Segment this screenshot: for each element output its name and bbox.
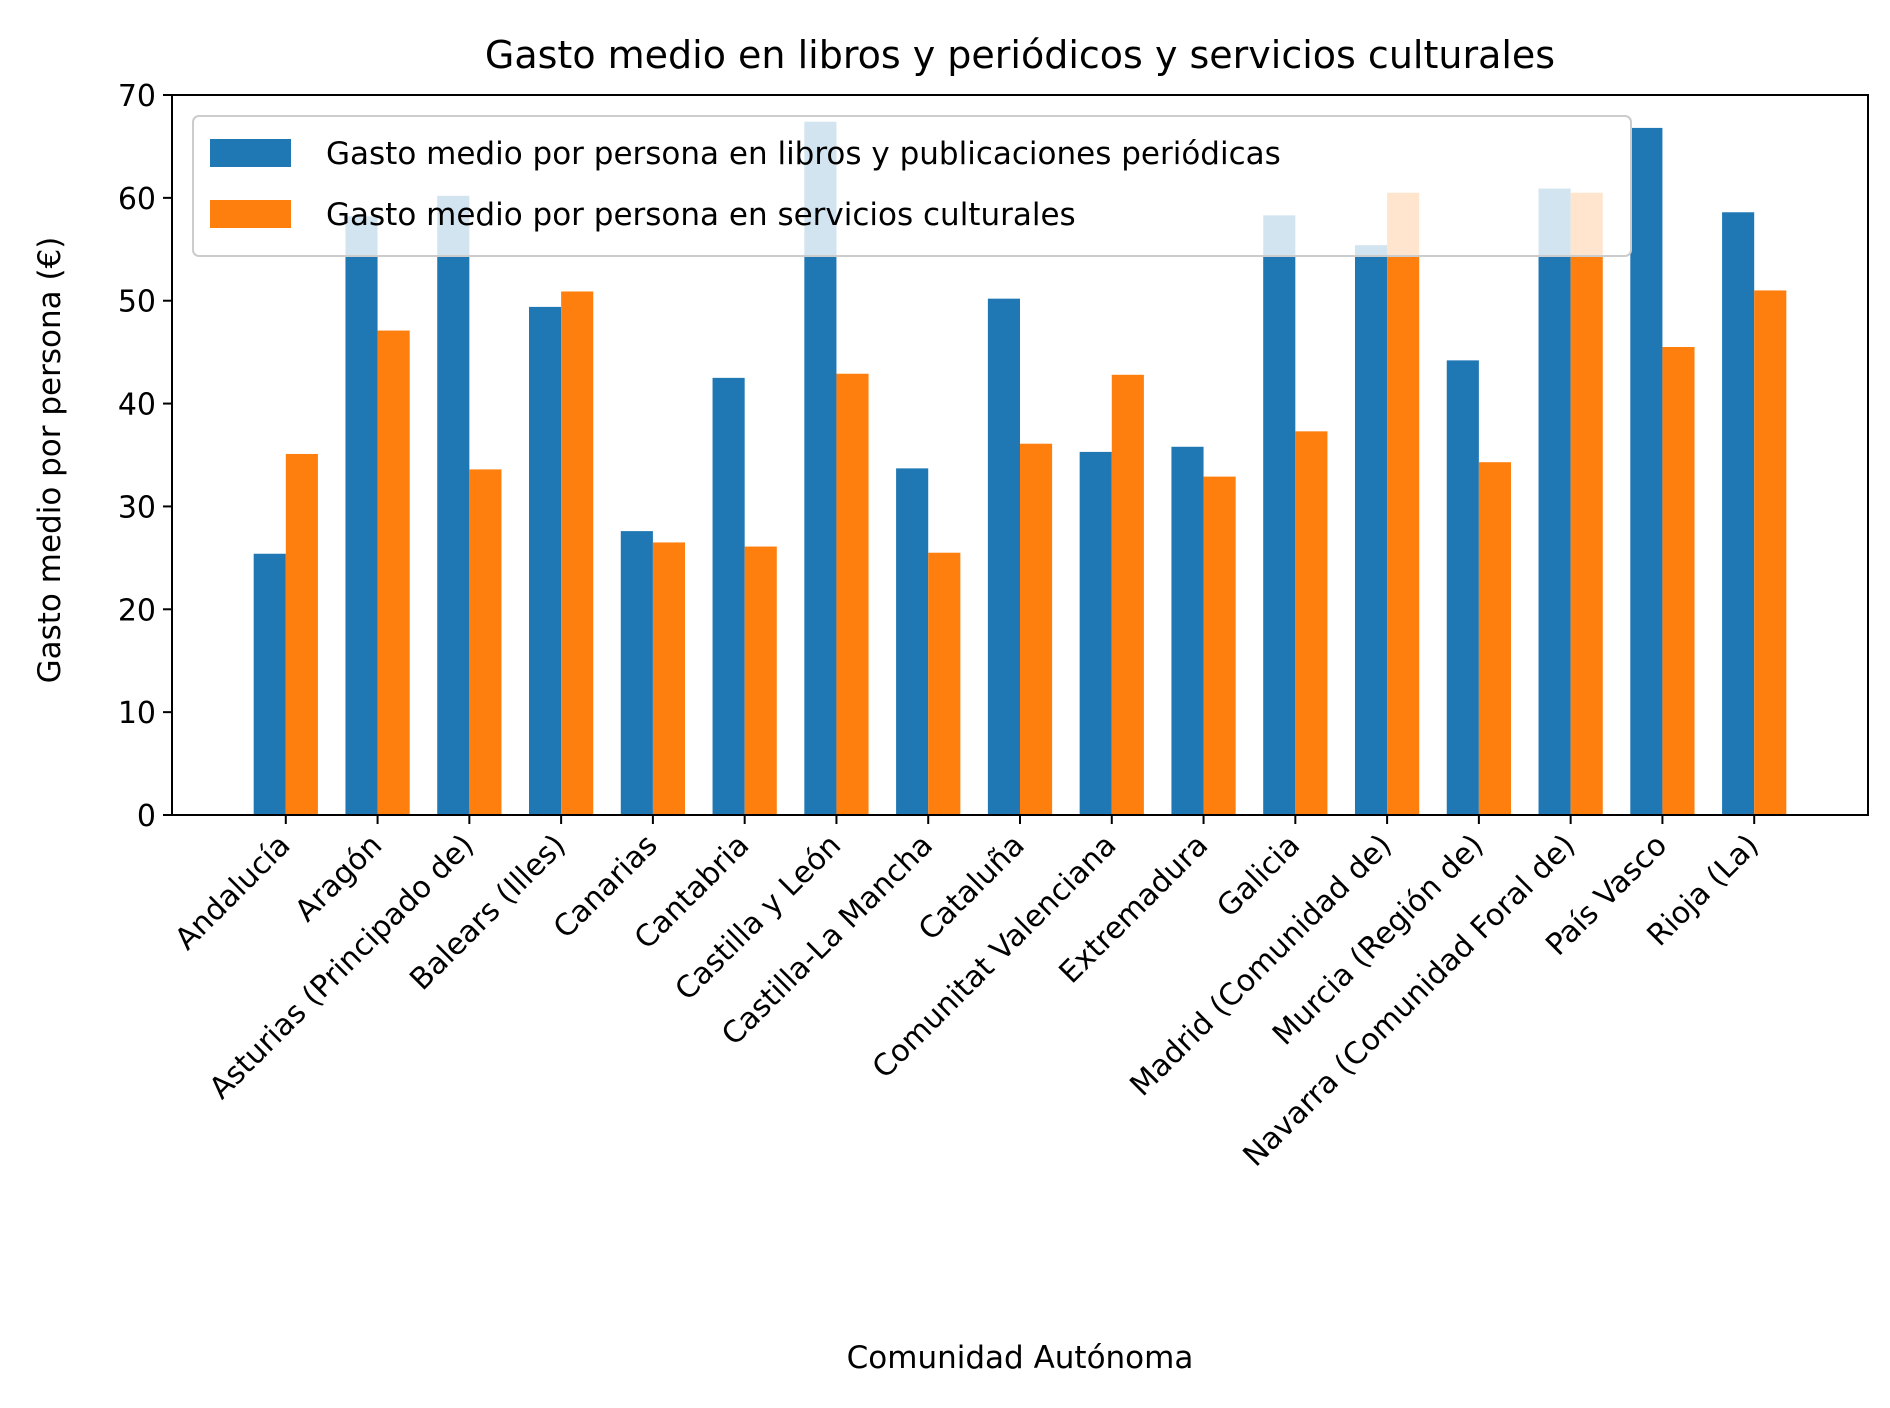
bar-libros-12 xyxy=(1354,245,1388,816)
bar-servicios-6 xyxy=(836,373,869,815)
bar-servicios-13 xyxy=(1478,462,1511,815)
bar-servicios-14 xyxy=(1570,192,1603,815)
y-tick-label: 40 xyxy=(118,388,156,423)
legend-swatch xyxy=(210,139,291,167)
bar-servicios-0 xyxy=(285,453,318,815)
bar-servicios-7 xyxy=(928,552,961,815)
bar-servicios-12 xyxy=(1387,192,1420,815)
bar-libros-16 xyxy=(1722,212,1755,815)
bar-libros-14 xyxy=(1538,188,1571,816)
bar-servicios-10 xyxy=(1203,476,1236,815)
bar-servicios-5 xyxy=(744,546,777,815)
bar-libros-2 xyxy=(437,195,470,816)
bar-libros-9 xyxy=(1079,451,1112,815)
y-tick-label: 20 xyxy=(118,593,156,628)
bar-libros-10 xyxy=(1171,446,1204,815)
y-tick-label: 50 xyxy=(118,285,156,320)
bar-libros-5 xyxy=(712,377,745,815)
bar-libros-4 xyxy=(620,531,653,815)
bar-libros-8 xyxy=(987,298,1020,815)
legend: Gasto medio por persona en libros y publ… xyxy=(192,115,1632,257)
y-axis-label: Gasto medio por persona (€) xyxy=(32,237,68,684)
bars-layer xyxy=(253,121,1787,816)
y-tick-label: 10 xyxy=(118,696,156,731)
bar-servicios-3 xyxy=(561,291,594,816)
bar-libros-3 xyxy=(529,306,562,815)
legend-box xyxy=(192,115,1632,257)
legend-label: Gasto medio por persona en libros y publ… xyxy=(326,136,1281,172)
bar-servicios-8 xyxy=(1020,443,1053,815)
legend-swatch xyxy=(210,200,291,228)
y-tick-label: 0 xyxy=(137,799,156,834)
bar-servicios-16 xyxy=(1754,290,1787,815)
legend-label: Gasto medio por persona en servicios cul… xyxy=(326,197,1076,233)
bar-libros-13 xyxy=(1446,360,1479,815)
y-tick-label: 30 xyxy=(118,490,156,525)
bar-servicios-1 xyxy=(377,330,410,815)
bar-servicios-4 xyxy=(652,542,686,815)
bar-libros-1 xyxy=(345,216,378,815)
bar-servicios-9 xyxy=(1111,374,1144,815)
x-axis-label: Comunidad Autónoma xyxy=(847,1340,1194,1376)
bar-libros-15 xyxy=(1630,127,1663,815)
bar-libros-7 xyxy=(896,468,929,815)
y-tick-label: 70 xyxy=(118,79,156,114)
chart-title: Gasto medio en libros y periódicos y ser… xyxy=(485,33,1555,77)
bar-servicios-15 xyxy=(1662,347,1695,815)
y-tick-label: 60 xyxy=(118,182,156,217)
bar-servicios-2 xyxy=(469,469,502,815)
bar-libros-0 xyxy=(253,553,286,815)
bar-servicios-11 xyxy=(1295,431,1328,815)
bar-libros-11 xyxy=(1263,215,1296,816)
